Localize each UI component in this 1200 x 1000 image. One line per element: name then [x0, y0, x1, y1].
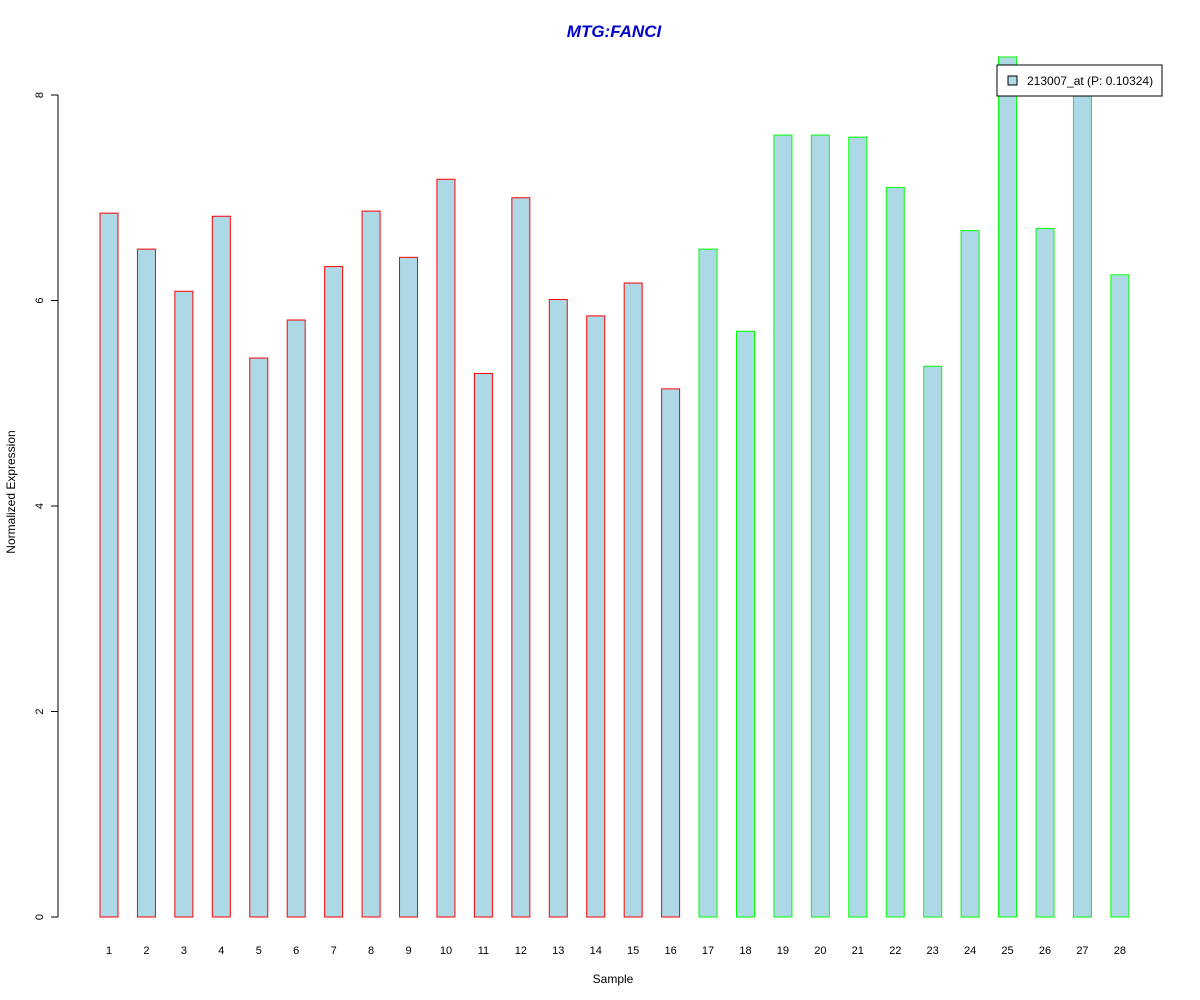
- x-tick-label: 16: [664, 945, 676, 957]
- bar-sample-11: [473, 372, 493, 918]
- bar-sample-14: [586, 315, 606, 918]
- x-tick-label: 27: [1076, 945, 1088, 957]
- bar-sample-3: [174, 290, 194, 918]
- bar-sample-13: [548, 298, 568, 918]
- bar-sample-24: [960, 230, 980, 918]
- legend-box: [996, 64, 1163, 97]
- y-axis: 0 2 4 6 8: [34, 92, 59, 920]
- bar-sample-15: [623, 282, 643, 918]
- bar-sample-26: [1035, 228, 1055, 918]
- y-tick-label: 6: [34, 297, 46, 303]
- bar-sample-28: [1110, 274, 1130, 918]
- y-tick-label: 8: [34, 92, 46, 98]
- x-tick-label: 3: [181, 945, 187, 957]
- x-axis-label: Sample: [593, 972, 634, 986]
- x-tick-label: 25: [1001, 945, 1013, 957]
- x-tick-label: 20: [814, 945, 826, 957]
- x-tick-label: 2: [143, 945, 149, 957]
- bar-sample-6: [286, 319, 306, 918]
- bar-sample-20: [810, 134, 830, 918]
- bar-sample-23: [923, 365, 943, 918]
- bar-sample-5: [249, 357, 269, 918]
- x-tick-label: 7: [331, 945, 337, 957]
- bar-sample-22: [885, 186, 905, 918]
- legend: 213007_at (P: 0.10324): [996, 64, 1163, 97]
- y-tick-label: 0: [34, 914, 46, 920]
- x-tick-label: 10: [440, 945, 452, 957]
- bar-sample-1: [99, 212, 119, 918]
- bar-sample-12: [511, 197, 531, 918]
- x-tick-label: 22: [889, 945, 901, 957]
- x-tick-label: 23: [927, 945, 939, 957]
- x-tick-label: 17: [702, 945, 714, 957]
- x-tick-label: 8: [368, 945, 374, 957]
- bars: [99, 56, 1130, 918]
- bar-sample-25: [998, 56, 1018, 918]
- x-tick-label: 26: [1039, 945, 1051, 957]
- bar-sample-9: [399, 256, 419, 918]
- x-tick-label: 18: [739, 945, 751, 957]
- x-tick-label: 1: [106, 945, 112, 957]
- bar-sample-10: [436, 178, 456, 918]
- x-tick-label: 9: [405, 945, 411, 957]
- bar-sample-21: [848, 136, 868, 918]
- bar-sample-19: [773, 134, 793, 918]
- y-axis-label: Normalized Expression: [4, 430, 18, 553]
- bar-sample-8: [361, 210, 381, 918]
- x-tick-labels: 1 2 3 4 5 6 7 8 9 10 11 12 13 14 15 16 17 18 19 20 21 22 23 24 2…: [106, 945, 1126, 957]
- legend-label: 213007_at (P: 0.10324): [1027, 74, 1153, 88]
- bar-sample-18: [735, 330, 755, 918]
- bar-sample-27: [1072, 84, 1092, 918]
- x-tick-label: 15: [627, 945, 639, 957]
- bar-sample-2: [136, 248, 156, 918]
- bar-sample-4: [211, 215, 231, 918]
- x-tick-label: 28: [1114, 945, 1126, 957]
- bar-sample-17: [698, 248, 718, 918]
- x-tick-label: 11: [478, 945, 489, 957]
- x-tick-label: 14: [590, 945, 602, 957]
- bar-sample-7: [324, 266, 344, 918]
- x-tick-label: 12: [515, 945, 527, 957]
- x-tick-label: 6: [293, 945, 299, 957]
- x-tick-label: 5: [256, 945, 262, 957]
- x-tick-label: 19: [777, 945, 789, 957]
- bar-sample-16: [661, 388, 681, 918]
- y-tick-label: 2: [34, 708, 46, 714]
- legend-swatch: [1007, 75, 1018, 86]
- y-tick-label: 4: [34, 503, 46, 509]
- x-tick-label: 4: [218, 945, 224, 957]
- x-tick-label: 13: [552, 945, 564, 957]
- x-tick-label: 21: [852, 945, 864, 957]
- x-tick-label: 24: [964, 945, 976, 957]
- chart-title: MTG:FANCI: [567, 22, 663, 41]
